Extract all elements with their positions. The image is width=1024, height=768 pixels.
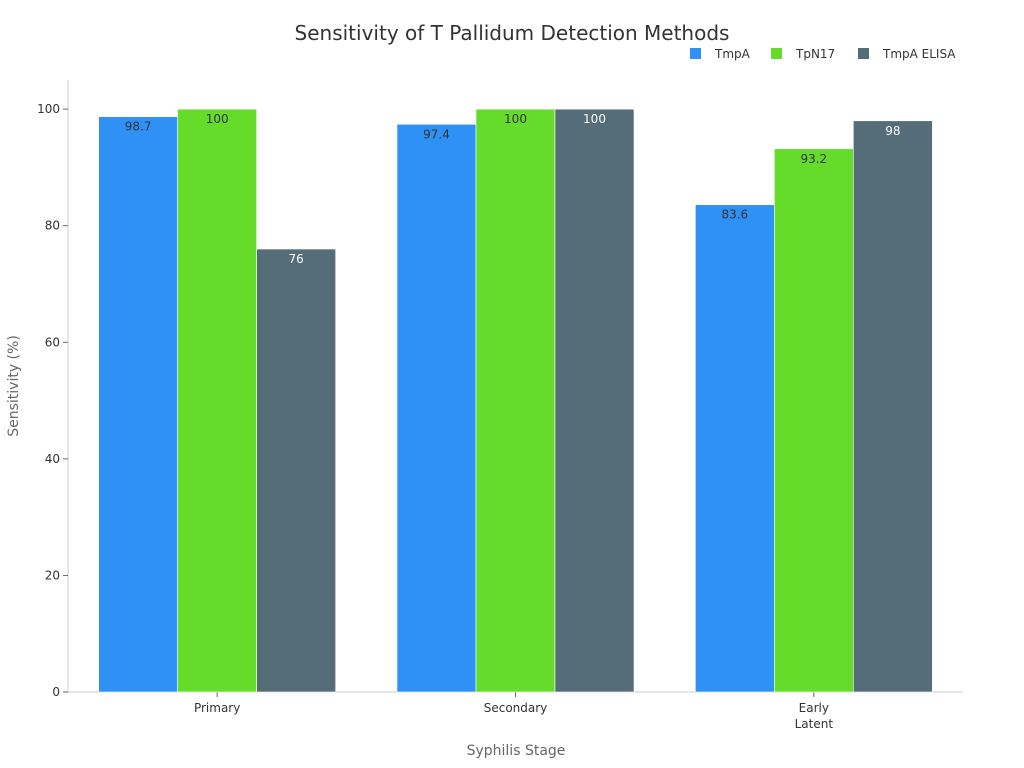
data-label: 100	[504, 112, 527, 126]
legend-item: TmpA ELISA	[858, 47, 956, 61]
legend: TmpA TpN17 TmpA ELISA	[690, 47, 956, 61]
x-tick-label: Primary	[194, 701, 240, 715]
bar	[554, 108, 635, 693]
bar	[774, 148, 854, 693]
bar	[177, 108, 257, 693]
chart-title: Sensitivity of T Pallidum Detection Meth…	[295, 21, 730, 45]
data-label: 98.7	[125, 120, 152, 134]
bar	[475, 108, 556, 693]
data-labels: 98.7 97.4 83.6 100 100 93.2 76 100 98	[125, 112, 901, 266]
y-tick-label: 40	[45, 452, 60, 466]
bar	[695, 204, 775, 693]
legend-swatch	[690, 48, 701, 59]
bars	[98, 108, 933, 693]
legend-item: TpN17	[771, 47, 835, 61]
y-axis-title: Sensitivity (%)	[6, 335, 22, 437]
bar	[256, 248, 336, 693]
legend-item: TmpA	[690, 47, 751, 61]
x-tick-label: Secondary	[484, 701, 548, 715]
bar	[396, 123, 477, 693]
legend-label: TmpA ELISA	[882, 47, 956, 61]
x-tick-label: Early	[799, 701, 829, 715]
y-tick-label: 20	[45, 568, 60, 582]
x-tick-label: Latent	[795, 717, 834, 731]
data-label: 98	[885, 124, 900, 138]
data-label: 100	[583, 112, 606, 126]
data-label: 76	[289, 252, 304, 266]
y-tick-label: 100	[37, 102, 60, 116]
y-tick-label: 0	[52, 685, 60, 699]
bar	[853, 120, 933, 693]
y-tick-label: 80	[45, 219, 60, 233]
bar	[98, 116, 178, 693]
legend-label: TmpA	[714, 47, 751, 61]
legend-swatch	[858, 48, 869, 59]
x-axis-title: Syphilis Stage	[467, 743, 566, 759]
data-label: 93.2	[800, 152, 827, 166]
legend-label: TpN17	[795, 47, 835, 61]
data-label: 97.4	[423, 127, 450, 141]
data-label: 83.6	[721, 208, 748, 222]
y-tick-label: 60	[45, 335, 60, 349]
legend-swatch	[771, 48, 782, 59]
data-label: 100	[206, 112, 229, 126]
